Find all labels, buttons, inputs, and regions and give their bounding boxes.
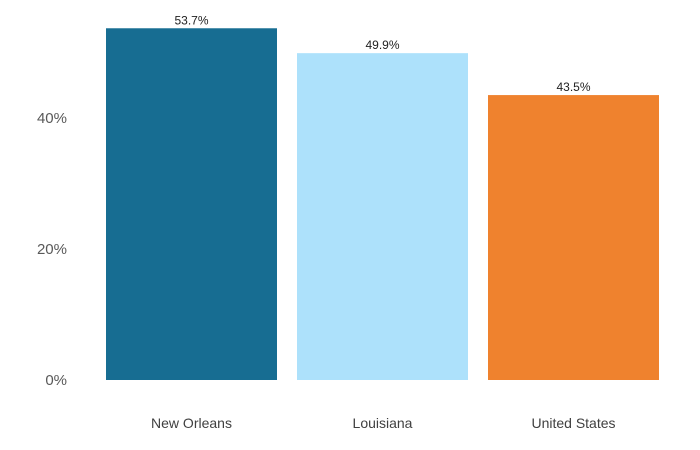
y-tick-label: 20% [37,241,67,258]
bar [488,95,659,380]
data-label: 49.9% [365,38,399,52]
y-tick-label: 0% [45,372,67,389]
data-label: 43.5% [556,80,590,94]
bar [106,28,277,380]
x-tick-label: United States [531,415,615,431]
y-tick-label: 40% [37,110,67,127]
x-tick-label: Louisiana [353,415,413,431]
data-label: 53.7% [174,13,208,27]
x-tick-label: New Orleans [151,415,232,431]
bar [297,53,468,380]
